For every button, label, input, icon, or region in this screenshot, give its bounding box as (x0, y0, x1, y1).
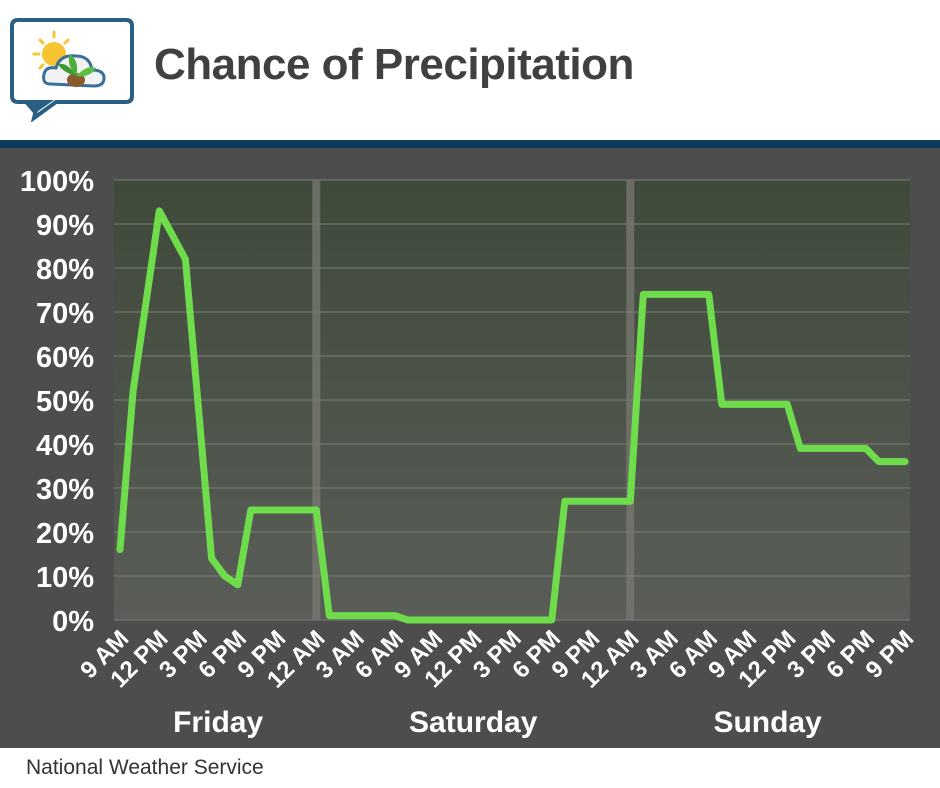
y-tick-label: 20% (36, 518, 94, 550)
y-tick-label: 40% (36, 430, 94, 462)
chart-panel: 0% 10% 20% 30% 40% 50% 60% 70% 80% 90% 100% 9 AM 12… (0, 148, 940, 748)
day-label: Sunday (713, 706, 822, 739)
source-credit: National Weather Service (26, 756, 264, 779)
y-tick-label: 30% (36, 474, 94, 506)
day-label: Friday (173, 706, 263, 739)
header: Chance of Precipitation (0, 0, 940, 140)
y-tick-label: 60% (36, 342, 94, 374)
precipitation-chart: 0%10%20%30%40%50%60%70%80%90%100% 9 AM12… (20, 166, 919, 739)
y-tick-label: 70% (36, 298, 94, 330)
y-tick-label: 90% (36, 210, 94, 242)
footer (0, 748, 940, 788)
day-divider (626, 180, 635, 620)
y-tick-label: 100% (20, 166, 94, 198)
y-tick-label: 0% (52, 606, 94, 638)
day-label: Saturday (409, 706, 538, 739)
header-divider (0, 140, 940, 148)
precipitation-line (116, 207, 909, 624)
y-tick-label: 50% (36, 386, 94, 418)
page-title: Chance of Precipitation (154, 40, 634, 89)
y-tick-label: 80% (36, 254, 94, 286)
y-tick-label: 10% (36, 562, 94, 594)
day-divider (312, 180, 321, 620)
weather-cloud-leaf-icon (10, 18, 134, 122)
